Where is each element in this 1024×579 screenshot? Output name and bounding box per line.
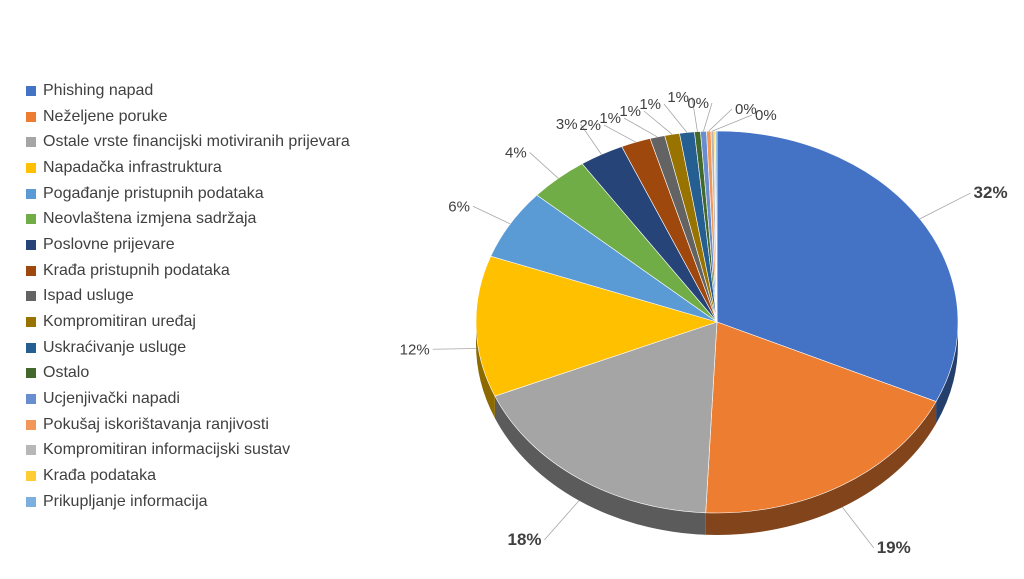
legend-label: Poslovne prijevare <box>43 235 175 253</box>
leader-line <box>529 152 559 179</box>
legend-label: Kompromitiran uređaj <box>43 313 196 331</box>
legend-swatch <box>26 419 36 430</box>
legend-item: Neovlaštena izmjena sadržaja <box>26 206 350 232</box>
legend-label: Pogađanje pristupnih podataka <box>43 184 264 202</box>
leader-line <box>643 110 673 135</box>
leader-line <box>708 108 733 132</box>
legend-swatch <box>26 291 36 302</box>
legend-label: Neželjene poruke <box>43 107 168 125</box>
data-label: 18% <box>508 530 542 549</box>
pie-side-1 <box>705 401 937 535</box>
legend-item: Pogađanje pristupnih podataka <box>26 181 350 207</box>
pie-slice-3 <box>475 255 719 397</box>
data-label: 0% <box>755 107 777 124</box>
legend-swatch <box>26 342 36 353</box>
legend-label: Prikupljanje informacija <box>43 492 208 510</box>
data-labels: 32%19%18%12%6%4%3% 2%1%1%1% 1%0% 0%0% <box>400 89 1008 557</box>
pie-slice-1 <box>705 321 937 514</box>
leader-line <box>544 500 580 541</box>
legend-label: Krađa podataka <box>43 467 156 485</box>
data-label: 0% <box>735 101 757 118</box>
data-label: 3% <box>556 116 578 133</box>
chart-legend: Phishing napad Neželjene poruke Ostale vrs… <box>26 78 350 515</box>
legend-swatch <box>26 111 36 122</box>
legend-item: Ucjenjivački napadi <box>26 386 350 412</box>
data-label: 2% <box>579 117 601 134</box>
legend-swatch <box>26 85 36 96</box>
legend-label: Phishing napad <box>43 81 154 99</box>
leader-line <box>603 124 636 143</box>
leader-line <box>472 205 511 225</box>
data-label: 1% <box>599 110 621 127</box>
data-label: 4% <box>505 144 527 161</box>
pie-slice-16 <box>715 130 718 323</box>
leader-line <box>663 103 688 133</box>
legend-swatch <box>26 214 36 225</box>
data-label: 0% <box>687 95 709 112</box>
legend-label: Ostale vrste financijski motiviranih pri… <box>43 133 350 151</box>
legend-swatch <box>26 137 36 148</box>
legend-item: Krađa pristupnih podataka <box>26 258 350 284</box>
leader-line <box>919 192 971 220</box>
leader-line <box>691 96 698 132</box>
data-label: 19% <box>877 538 911 557</box>
legend-swatch <box>26 162 36 173</box>
pie-slice-2 <box>494 321 718 514</box>
legend-swatch <box>26 471 36 482</box>
legend-item: Kompromitiran uređaj <box>26 309 350 335</box>
data-label: 6% <box>448 198 470 215</box>
legend-label: Ucjenjivački napadi <box>43 390 180 408</box>
data-label: 1% <box>667 89 689 106</box>
legend-label: Ostalo <box>43 364 90 382</box>
legend-item: Ostale vrste financijski motiviranih pri… <box>26 129 350 155</box>
legend-item: Pokušaj iskorištavanja ranjivosti <box>26 412 350 438</box>
legend-swatch <box>26 368 36 379</box>
pie-side-2 <box>494 396 706 535</box>
legend-label: Pokušaj iskorištavanja ranjivosti <box>43 415 269 433</box>
leader-line <box>842 506 875 549</box>
legend-swatch <box>26 445 36 456</box>
legend-label: Kompromitiran informacijski sustav <box>43 441 291 459</box>
legend-label: Napadačka infrastruktura <box>43 158 222 176</box>
legend-swatch <box>26 239 36 250</box>
pie-slices <box>475 130 959 514</box>
leader-line <box>432 348 477 350</box>
data-label: 32% <box>974 183 1008 202</box>
legend-item: Prikupljanje informacija <box>26 489 350 515</box>
legend-swatch <box>26 394 36 405</box>
legend-swatch <box>26 265 36 276</box>
pie-side-0 <box>936 322 958 424</box>
legend-item: Krađa podataka <box>26 463 350 489</box>
legend-swatch <box>26 317 36 328</box>
leader-line <box>703 102 713 132</box>
legend-swatch <box>26 188 36 199</box>
leader-line <box>712 114 753 132</box>
legend-item: Ispad usluge <box>26 284 350 310</box>
legend-label: Krađa pristupnih podataka <box>43 261 230 279</box>
pie-side-3 <box>476 322 495 419</box>
legend-item: Ostalo <box>26 361 350 387</box>
data-label: 12% <box>400 341 430 358</box>
legend-item: Neželjene poruke <box>26 104 350 130</box>
legend-item: Uskraćivanje usluge <box>26 335 350 361</box>
legend-label: Ispad usluge <box>43 287 134 305</box>
legend-label: Neovlaštena izmjena sadržaja <box>43 210 257 228</box>
leader-line <box>580 123 602 155</box>
legend-label: Uskraćivanje usluge <box>43 338 187 356</box>
legend-item: Phishing napad <box>26 78 350 104</box>
legend-swatch <box>26 496 36 507</box>
data-label: 1% <box>619 103 641 120</box>
legend-item: Kompromitiran informacijski sustav <box>26 438 350 464</box>
legend-item: Poslovne prijevare <box>26 232 350 258</box>
data-label: 1% <box>639 96 661 113</box>
pie-sides <box>476 322 958 535</box>
leader-line <box>623 117 658 138</box>
legend-item: Napadačka infrastruktura <box>26 155 350 181</box>
